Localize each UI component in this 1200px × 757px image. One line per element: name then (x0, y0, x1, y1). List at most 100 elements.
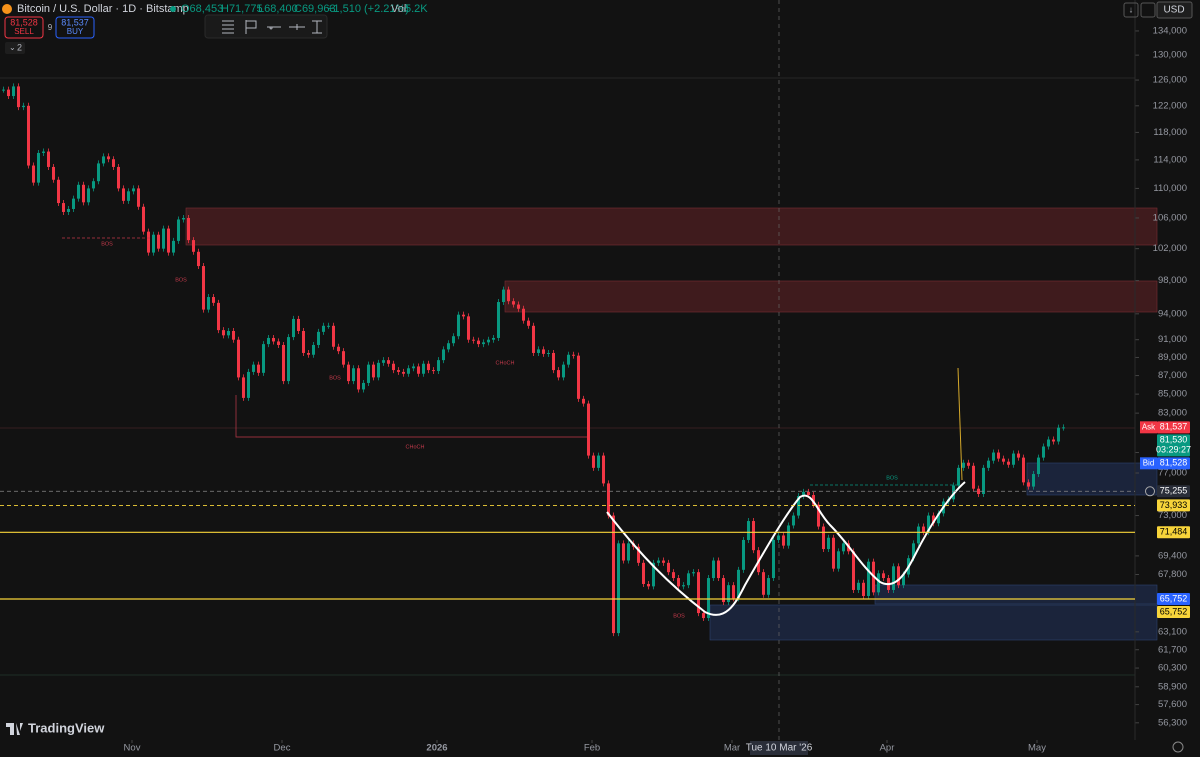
currency-btn[interactable] (1156, 1, 1193, 19)
y-tick-label: 61,700 (1158, 644, 1187, 655)
zone (709, 604, 1158, 641)
y-tick-label: 114,000 (1153, 154, 1187, 165)
candle (502, 289, 505, 303)
price-badge-label: 81,528 (1160, 458, 1188, 468)
candle (787, 525, 790, 546)
candle (342, 351, 345, 365)
candle (797, 496, 800, 516)
candle (542, 349, 545, 354)
candle (22, 105, 25, 108)
x-tick-label: 2026 (426, 743, 447, 754)
indicators-toggle[interactable] (5, 42, 25, 54)
tool-flag[interactable] (245, 20, 257, 34)
candle (277, 341, 280, 345)
candle (172, 240, 175, 253)
x-tick-label: Feb (584, 743, 600, 754)
buy-price[interactable]: 81,537 (61, 17, 89, 27)
candle (367, 364, 370, 383)
sell-label[interactable]: SELL (14, 27, 34, 36)
candle (557, 370, 560, 378)
candle (1022, 457, 1025, 483)
candle (37, 152, 40, 183)
btc-icon (2, 4, 12, 14)
volume-label: Vol (391, 3, 406, 15)
candle (467, 316, 470, 340)
candle (417, 366, 420, 374)
candle (57, 179, 60, 204)
download-btn[interactable] (1123, 2, 1139, 18)
candle (222, 330, 225, 336)
change: +1,510 (+2.21%) (327, 3, 409, 15)
candle (867, 561, 870, 596)
candle (112, 159, 115, 167)
candle (462, 314, 465, 317)
tool-ray[interactable] (267, 26, 281, 30)
buy-button[interactable]: 81,537 BUY (55, 16, 95, 39)
candle (642, 562, 645, 584)
candle (697, 572, 700, 614)
candle (297, 318, 300, 331)
price-badge-label: 65,752 (1160, 606, 1188, 616)
add-alert[interactable] (1145, 486, 1155, 497)
currency[interactable]: USD (1163, 5, 1184, 16)
candle (267, 337, 270, 345)
drawing-toolbar (204, 14, 328, 39)
candle (637, 546, 640, 563)
candle (477, 340, 480, 345)
candle (1062, 427, 1065, 429)
price-badge (1157, 421, 1190, 434)
buy-box[interactable] (55, 16, 95, 39)
candle (772, 539, 775, 579)
sell-button[interactable]: 81,528 SELL (4, 16, 44, 39)
tool-range[interactable] (312, 20, 322, 34)
candle (457, 314, 460, 337)
price-badge-label: 73,933 (1160, 500, 1188, 510)
candle (1002, 458, 1005, 462)
candle (992, 452, 995, 461)
candle (952, 485, 955, 500)
candle (2, 89, 5, 91)
candle (62, 203, 65, 212)
y-tick-label: 56,300 (1158, 717, 1187, 728)
pattern-curve (606, 481, 966, 616)
candle (167, 228, 170, 253)
candle (292, 318, 295, 338)
price-tag-label: Ask (1142, 422, 1156, 431)
candle (52, 166, 55, 180)
tool-lines[interactable] (222, 20, 234, 34)
candle (107, 156, 110, 160)
candle (802, 491, 805, 497)
candle (962, 462, 965, 468)
candle (352, 368, 355, 382)
candle (657, 560, 660, 563)
tool-cross[interactable] (289, 24, 305, 30)
candle (617, 543, 620, 634)
buy-label[interactable]: BUY (67, 27, 84, 36)
candle (897, 566, 900, 586)
sell-price[interactable]: 81,528 (10, 17, 38, 27)
settings-icon[interactable] (1172, 741, 1184, 753)
camera-btn[interactable] (1140, 2, 1156, 18)
candle (1032, 474, 1035, 487)
indicators-count[interactable]: 2 (17, 42, 22, 52)
candle (837, 551, 840, 569)
candle (562, 364, 565, 378)
candle (92, 181, 95, 189)
candle (247, 371, 250, 398)
candle (312, 344, 315, 355)
candle (77, 184, 80, 199)
candle (582, 398, 585, 404)
candle (197, 251, 200, 267)
candle (392, 363, 395, 371)
candle (1052, 439, 1055, 442)
candle (647, 583, 650, 587)
y-tick-label: 118,000 (1153, 127, 1187, 138)
y-tick-label: 122,000 (1153, 100, 1187, 111)
candle (287, 337, 290, 382)
x-tick-label: Dec (274, 743, 291, 754)
sell-box[interactable] (4, 16, 44, 39)
price-badge-label: 81,530 (1160, 435, 1188, 445)
candle (777, 535, 780, 540)
candle (1027, 482, 1030, 487)
